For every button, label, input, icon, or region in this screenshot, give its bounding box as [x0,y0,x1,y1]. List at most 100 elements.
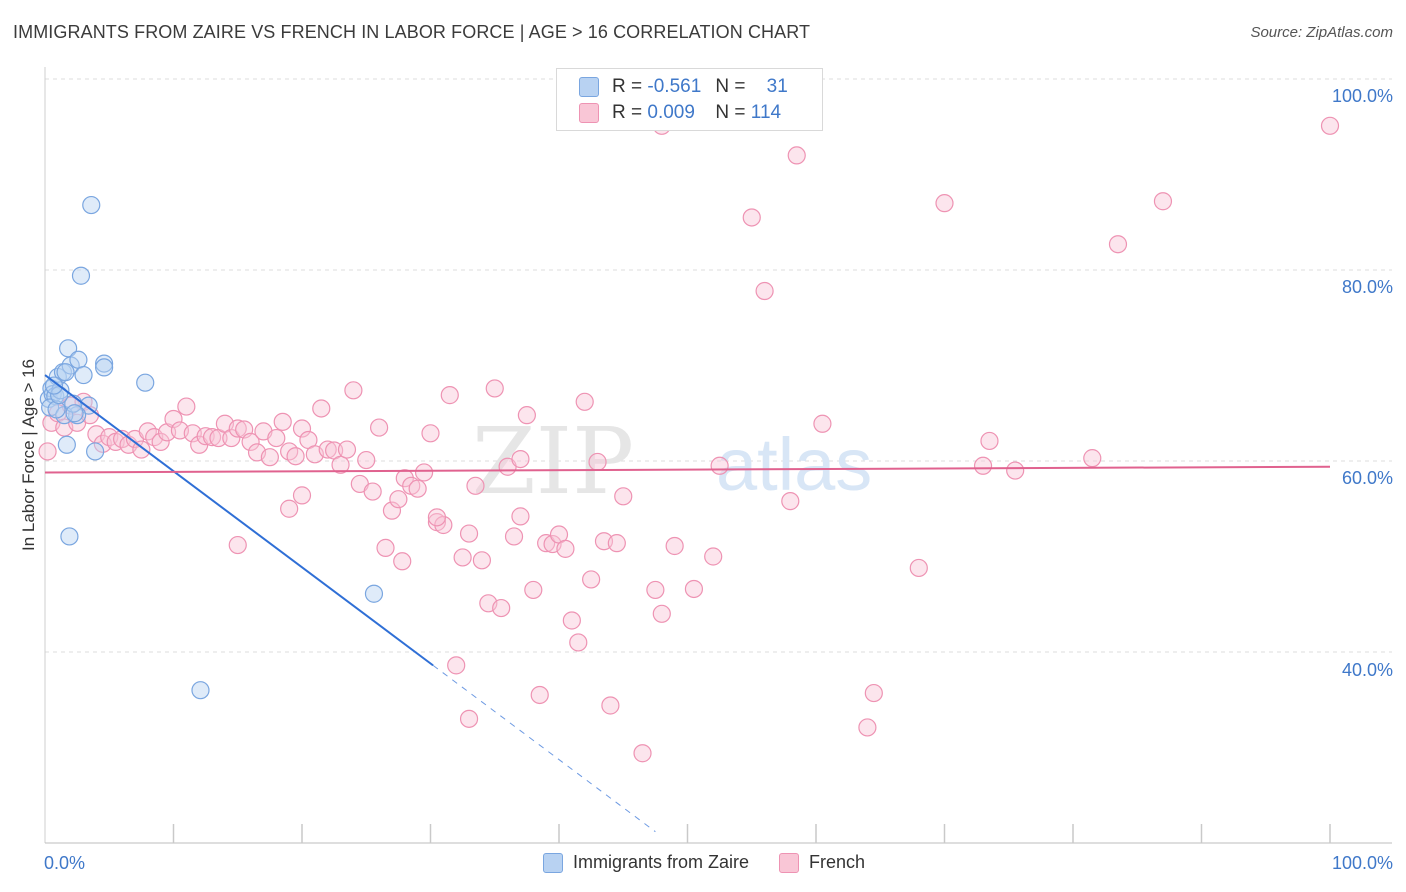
data-point [292,486,312,505]
series-legend: Immigrants from Zaire French [543,852,895,873]
zaire-points [39,195,384,700]
series-name-french: French [809,852,866,872]
data-point [395,469,414,488]
x-tick-100: 100.0% [1331,853,1393,873]
axes [44,67,1392,844]
data-point [44,376,64,395]
data-point [363,482,382,501]
data-point [47,400,66,419]
series-swatch-blue [543,852,563,873]
data-point [389,490,408,509]
data-point [177,397,196,416]
data-point [1006,461,1025,480]
data-point [86,442,105,461]
data-point [151,432,170,451]
data-point [260,448,279,467]
data-point [665,536,684,556]
data-point [813,414,832,433]
data-point [434,515,453,535]
data-point [973,456,993,475]
data-point [376,538,395,558]
series-legend-french[interactable]: French [779,852,865,873]
data-point [393,552,412,571]
data-point [781,492,800,511]
legend-row-zaire: R = -0.561 N = 31 [579,75,788,99]
data-point [511,507,530,526]
legend-r-value-french: 0.009 [647,102,695,123]
data-point [1153,192,1173,211]
data-point [267,428,286,448]
legend-n-label: N = [715,76,746,97]
data-point [504,527,524,546]
data-point [742,208,761,227]
legend-r-value-zaire: -0.561 [647,76,702,97]
trend-lines [44,374,1331,833]
watermark-zip: ZIP [472,408,634,515]
data-point [556,539,575,558]
watermark-atlas: atlas [716,423,872,506]
data-point [280,499,299,518]
data-point [41,398,60,417]
data-point [382,501,402,520]
data-point [601,696,620,715]
data-point [357,450,376,470]
data-point [710,456,729,475]
data-point [588,452,607,472]
legend-r-label: R = [612,102,643,123]
french-points [38,116,1340,763]
watermark: ZIP atlas [472,408,872,515]
data-point [492,598,511,618]
data-point [633,744,652,763]
data-point [68,406,87,425]
data-point [459,524,479,543]
data-point [421,424,440,443]
data-point [530,685,549,705]
data-point [74,365,93,385]
data-point [787,146,806,165]
data-point [1108,235,1128,254]
series-swatch-pink [779,852,800,873]
y-tick-80: 80.0% [1341,277,1393,297]
data-point [537,534,556,553]
data-point [459,709,479,728]
data-point [337,440,357,459]
data-point [466,476,485,495]
data-point [69,350,88,369]
data-point [582,570,601,589]
data-point [241,432,260,451]
data-point [292,419,312,438]
data-point [331,455,350,474]
chart-source: Source: ZipAtlas.com [1250,24,1393,41]
gridlines [45,78,1392,653]
data-point [652,604,671,623]
data-point [858,718,877,737]
trend-line-zaire-extension [432,664,656,833]
data-point [646,580,665,600]
x-tick-0: 0.0% [44,853,86,873]
legend-swatch-blue [579,77,599,97]
data-point [202,428,222,447]
data-point [57,435,76,454]
data-point [980,431,999,451]
y-tick-60: 60.0% [1341,468,1393,488]
legend-swatch-pink [579,103,599,123]
trend-line-french [44,465,1331,474]
data-point [56,363,75,382]
data-point [408,479,427,498]
data-point [95,354,114,373]
data-point [222,428,241,448]
data-point [273,412,292,431]
data-point [485,379,504,398]
data-point [318,440,337,459]
series-legend-zaire[interactable]: Immigrants from Zaire [543,852,749,873]
legend-row-french: R = 0.009 N = 114 [579,101,781,125]
data-point [684,579,704,599]
data-point [607,534,626,553]
legend-n-value-zaire: 31 [766,76,788,97]
data-point [364,584,384,603]
data-point [447,656,466,675]
trend-line-zaire [44,374,434,667]
data-point [704,547,723,566]
data-point [82,195,101,215]
